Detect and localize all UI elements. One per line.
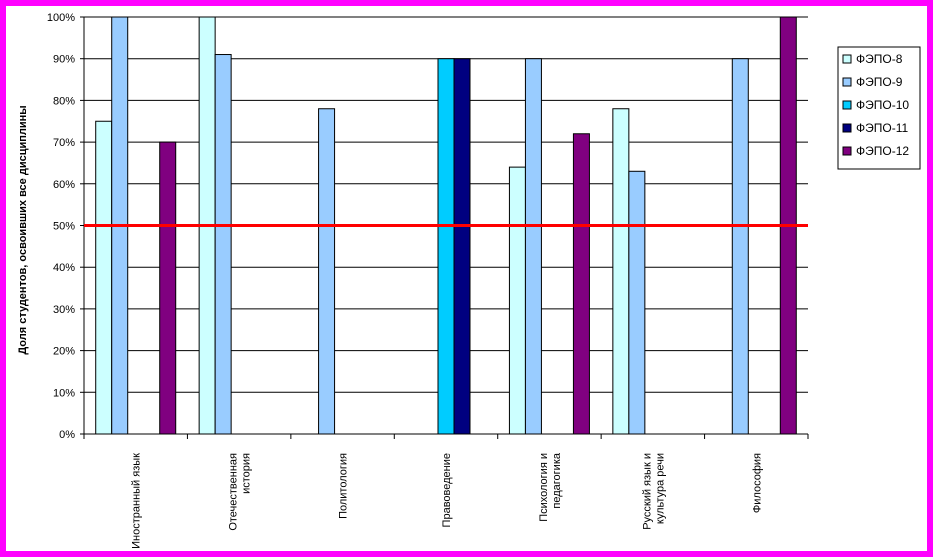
legend-swatch (842, 100, 852, 110)
bar (453, 58, 471, 435)
bar (214, 54, 232, 435)
y-tick-label: 90% (53, 54, 75, 66)
x-category-label: Отечественная (228, 453, 240, 531)
bar (159, 141, 177, 435)
legend-swatch (842, 77, 852, 87)
bar (437, 58, 455, 435)
y-axis-title: Доля студентов, освоивших все дисциплины (17, 105, 29, 354)
legend-label: ФЭПО-12 (856, 144, 909, 158)
legend-swatch (842, 123, 852, 133)
x-category-label: Правоведение (441, 453, 453, 527)
legend-box (837, 46, 921, 170)
y-tick-label: 30% (53, 304, 75, 316)
bar (572, 133, 590, 435)
bar (508, 166, 526, 435)
bar (612, 108, 630, 435)
x-category-label: Иностранный язык (131, 453, 143, 549)
x-category-label: Психология и (538, 453, 550, 522)
bar (628, 170, 646, 435)
y-tick-label: 50% (53, 221, 75, 233)
bar (318, 108, 336, 435)
y-tick-label: 0% (59, 429, 75, 441)
bar (731, 58, 749, 435)
y-tick-label: 70% (53, 137, 75, 149)
legend-label: ФЭПО-9 (856, 75, 903, 89)
x-category-label: Русский язык и (641, 453, 653, 530)
y-tick-label: 100% (47, 12, 75, 24)
legend-label: ФЭПО-8 (856, 52, 903, 66)
y-tick-label: 40% (53, 262, 75, 274)
legend-swatch (842, 146, 852, 156)
legend-swatch (842, 54, 852, 64)
x-category-label: культура речи (654, 453, 666, 524)
x-category-label: Философия (751, 453, 763, 513)
legend-label: ФЭПО-11 (856, 121, 908, 135)
x-category-label: Политология (338, 453, 350, 519)
y-tick-label: 80% (53, 95, 75, 107)
y-tick-label: 20% (53, 346, 75, 358)
y-tick-label: 60% (53, 179, 75, 191)
bar (95, 120, 113, 435)
x-category-label: история (241, 453, 253, 494)
x-category-label: педагогика (551, 452, 563, 508)
y-tick-label: 10% (53, 387, 75, 399)
bar (524, 58, 542, 435)
legend-label: ФЭПО-10 (856, 98, 909, 112)
